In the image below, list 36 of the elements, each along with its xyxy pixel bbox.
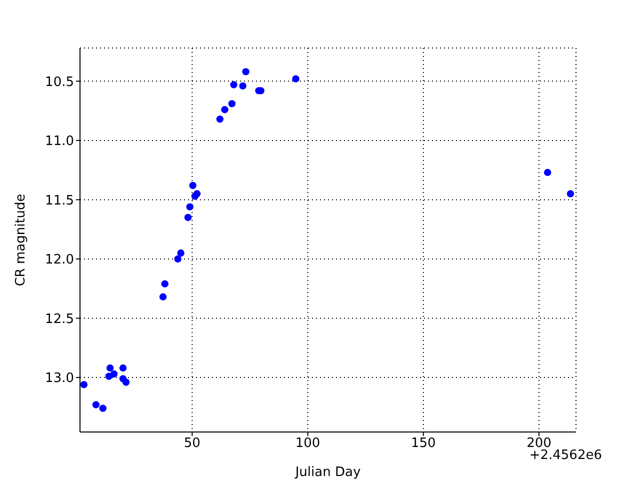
point	[544, 168, 552, 176]
point	[122, 378, 130, 386]
point	[242, 68, 250, 76]
x-tick-label: 100	[295, 436, 320, 452]
point	[228, 100, 236, 108]
point	[239, 82, 246, 90]
y-tick-label: 12.0	[45, 252, 74, 268]
y-tick-label: 13.0	[45, 371, 74, 386]
point	[174, 255, 182, 263]
point	[119, 364, 127, 372]
point	[159, 293, 167, 300]
point	[110, 370, 118, 378]
point	[177, 249, 184, 257]
point	[230, 81, 238, 88]
text: +2.4562e6	[529, 448, 602, 463]
x-tick-label: 150	[410, 436, 436, 452]
y-tick-label: 10.5	[45, 74, 74, 90]
x-axis-title: Julian Day	[294, 465, 361, 480]
point	[99, 404, 106, 412]
y-axis-title: CR magnitude	[14, 194, 29, 286]
y-tick-label: 11.5	[45, 193, 74, 208]
y-tick-label: 12.5	[45, 312, 74, 327]
point	[80, 380, 88, 388]
point	[193, 190, 201, 198]
point	[216, 116, 224, 123]
point	[221, 106, 228, 114]
point	[184, 214, 192, 222]
point	[186, 203, 194, 210]
point	[566, 190, 574, 198]
point	[106, 364, 114, 372]
point	[189, 182, 196, 190]
point	[161, 280, 168, 288]
x-tick-label: 50	[184, 436, 200, 452]
point	[292, 75, 300, 82]
point	[92, 401, 100, 408]
y-tick-label: 11.0	[45, 134, 74, 150]
